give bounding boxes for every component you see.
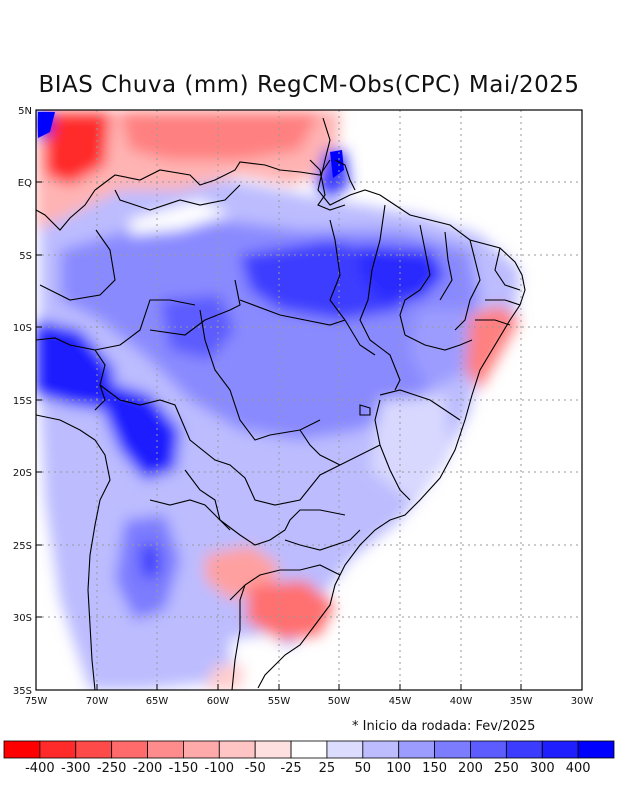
- colorbar-label: -150: [169, 761, 199, 776]
- colorbar-label: 400: [566, 761, 591, 776]
- colorbar-swatch: [505, 740, 543, 759]
- colorbar-swatch: [290, 740, 328, 759]
- colorbar-label: -250: [97, 761, 127, 776]
- colorbar-label: 100: [386, 761, 411, 776]
- longitude-labels: 75W 70W 65W 60W 55W 50W 45W 40W 35W 30W: [25, 696, 594, 707]
- colorbar-label: -300: [61, 761, 91, 776]
- lon-label: 40W: [450, 696, 473, 707]
- colorbar-swatch: [75, 740, 113, 759]
- colorbar-label: -25: [280, 761, 301, 776]
- lat-label: 25S: [13, 541, 32, 552]
- colorbar-swatch: [3, 740, 41, 759]
- lat-label: 10S: [13, 323, 32, 334]
- lon-label: 50W: [328, 696, 351, 707]
- colorbar-label: -200: [133, 761, 163, 776]
- colorbar-swatch: [362, 740, 400, 759]
- lon-label: 65W: [146, 696, 169, 707]
- colorbar-swatch: [218, 740, 256, 759]
- colorbar-label: 50: [355, 761, 372, 776]
- lat-label: 20S: [13, 468, 32, 479]
- latitude-labels: 5N EQ 5S 10S 15S 20S 25S 30S 35S: [13, 106, 32, 697]
- colorbar-labels: -400 -300 -250 -200 -150 -100 -50 -25 25 50 100 150…: [25, 761, 590, 776]
- lon-label: 35W: [510, 696, 533, 707]
- lat-label: 35S: [13, 686, 32, 697]
- lon-label: 75W: [25, 696, 48, 707]
- colorbar-swatch: [577, 740, 615, 759]
- lon-label: 45W: [389, 696, 412, 707]
- lon-label: 70W: [86, 696, 109, 707]
- colorbar-label: 200: [458, 761, 483, 776]
- lat-label: 30S: [13, 613, 32, 624]
- colorbar-swatch: [434, 740, 471, 759]
- run-start-note: * Inicio da rodada: Fev/2025: [352, 719, 536, 734]
- lon-label: 30W: [571, 696, 594, 707]
- country-borders: [36, 117, 526, 690]
- colorbar-label: -400: [25, 761, 55, 776]
- colorbar-swatch: [111, 740, 148, 759]
- axis-ticks: [36, 181, 522, 690]
- rainfall-bias-field: [36, 110, 582, 690]
- colorbar: [3, 740, 615, 759]
- map-title: BIAS Chuva (mm) RegCM-Obs(CPC) Mai/2025: [38, 72, 580, 98]
- colorbar-label: 25: [319, 761, 336, 776]
- colorbar-swatch: [541, 740, 579, 759]
- colorbar-swatch: [470, 740, 507, 759]
- lon-label: 55W: [268, 696, 291, 707]
- colorbar-label: 300: [530, 761, 555, 776]
- colorbar-label: 150: [422, 761, 447, 776]
- colorbar-swatch: [254, 740, 292, 759]
- colorbar-swatch: [183, 740, 220, 759]
- lat-label: EQ: [18, 178, 32, 189]
- colorbar-label: 250: [494, 761, 519, 776]
- colorbar-swatch: [398, 740, 435, 759]
- lon-label: 60W: [207, 696, 230, 707]
- colorbar-swatch: [147, 740, 184, 759]
- colorbar-label: -50: [245, 761, 266, 776]
- colorbar-label: -100: [205, 761, 235, 776]
- colorbar-swatch: [326, 740, 364, 759]
- lat-label: 15S: [13, 396, 32, 407]
- colorbar-swatch: [39, 740, 77, 759]
- lat-label: 5S: [19, 251, 32, 262]
- lat-label: 5N: [18, 106, 32, 117]
